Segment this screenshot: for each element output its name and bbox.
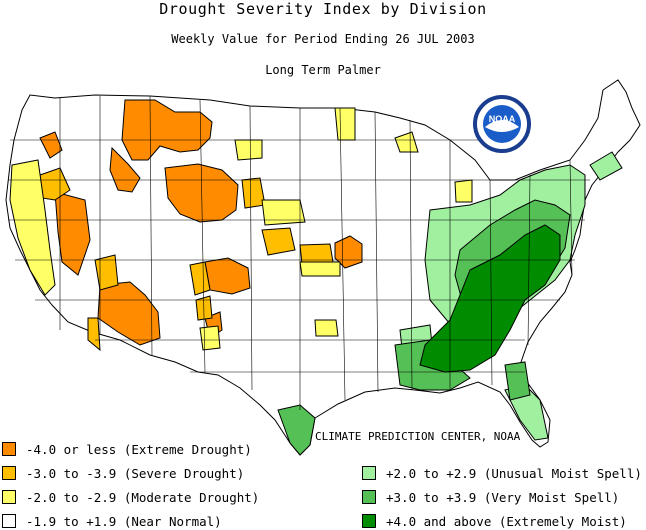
index-name: Long Term Palmer [265, 63, 381, 77]
region-moderate-ok [314, 319, 339, 337]
legend-label: +3.0 to +3.9 (Very Moist Spell) [386, 489, 620, 505]
region-extreme-arizona [97, 281, 161, 346]
region-extreme-montana [121, 99, 213, 161]
region-moderate-ne [261, 199, 306, 226]
legend-label: +4.0 and above (Extremely Moist) [386, 513, 627, 529]
credit-text: CLIMATE PREDICTION CENTER, NOAA [315, 430, 521, 443]
legend-near-normal: -1.9 to +1.9 (Near Normal) [2, 513, 222, 529]
legend-swatch [362, 490, 376, 504]
legend-unusual-moist: +2.0 to +2.9 (Unusual Moist Spell) [362, 465, 642, 481]
region-severe-az [87, 317, 101, 352]
legend-extremely-moist: +4.0 and above (Extremely Moist) [362, 513, 627, 529]
region-extreme-idaho [109, 146, 141, 193]
region-severe-ut [94, 254, 119, 291]
legend-swatch [2, 466, 16, 480]
region-very-ga [504, 361, 531, 401]
legend-label: +2.0 to +2.9 (Unusual Moist Spell) [386, 465, 642, 481]
region-moderate-mt [234, 139, 263, 161]
legend-extreme-drought: -4.0 or less (Extreme Drought) [2, 441, 252, 457]
legend-very-moist: +3.0 to +3.9 (Very Moist Spell) [362, 489, 619, 505]
legend-label: -2.0 to -2.9 (Moderate Drought) [26, 489, 260, 505]
region-extreme-nevada [54, 191, 91, 276]
region-moderate-mi [454, 179, 473, 203]
map-title: Drought Severity Index by Division [159, 0, 487, 18]
region-severe-ks [299, 243, 334, 265]
noaa-logo-text: NOAA [489, 114, 516, 124]
region-extreme-moist-se [419, 224, 561, 373]
region-severe-co [189, 261, 211, 296]
legend-label: -4.0 or less (Extreme Drought) [26, 441, 252, 457]
noaa-bird-shape [485, 120, 519, 132]
region-severe-sd [261, 227, 296, 256]
noaa-logo: NOAA [473, 95, 531, 153]
region-moderate-nm [199, 325, 221, 351]
legend-severe-drought: -3.0 to -3.9 (Severe Drought) [2, 465, 244, 481]
division-boundaries [8, 95, 590, 410]
legend-moderate-drought: -2.0 to -2.9 (Moderate Drought) [2, 489, 259, 505]
legend-swatch [2, 442, 16, 456]
legend-swatch [362, 466, 376, 480]
moderate-drought-regions [9, 107, 473, 351]
legend-label: -1.9 to +1.9 (Near Normal) [26, 513, 222, 529]
region-extreme-wa [39, 131, 63, 159]
region-unusual-ne [589, 151, 623, 181]
boundary-line [8, 139, 590, 373]
region-moderate-mn [334, 107, 356, 141]
legend-swatch [2, 514, 16, 528]
region-moderate-ca [9, 159, 56, 296]
legend-swatch [362, 514, 376, 528]
legend-swatch [2, 490, 16, 504]
region-moderate-ks [299, 261, 341, 277]
extremely-moist-regions [419, 224, 561, 373]
region-moderate-wi [394, 131, 419, 153]
legend-label: -3.0 to -3.9 (Severe Drought) [26, 465, 245, 481]
map-subtitle: Weekly Value for Period Ending 26 JUL 20… [171, 32, 475, 46]
